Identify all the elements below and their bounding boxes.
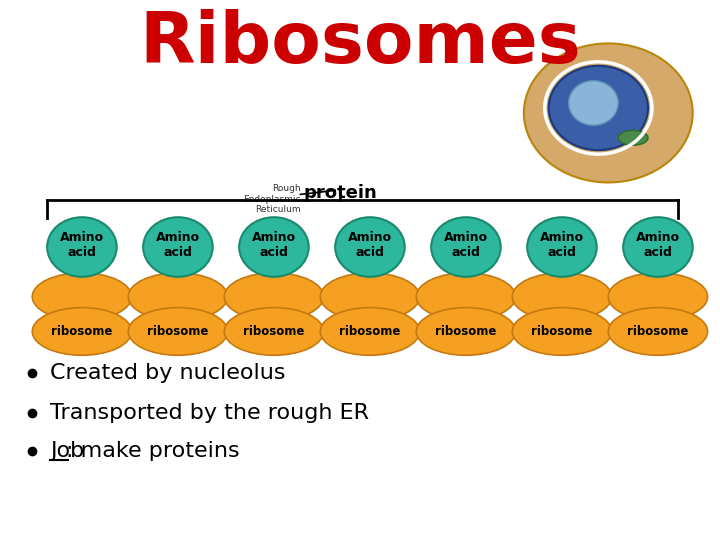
Text: Rough
Endoplasmic
Reticulum: Rough Endoplasmic Reticulum — [243, 185, 300, 214]
Ellipse shape — [513, 308, 611, 355]
Ellipse shape — [239, 217, 309, 277]
Text: : make proteins: : make proteins — [66, 441, 240, 461]
Text: Created by nucleolus: Created by nucleolus — [50, 363, 286, 383]
Ellipse shape — [527, 217, 597, 277]
Ellipse shape — [608, 273, 708, 321]
Ellipse shape — [32, 308, 132, 355]
Ellipse shape — [513, 273, 611, 321]
Ellipse shape — [431, 217, 500, 277]
Text: ribosome: ribosome — [436, 325, 497, 338]
Text: Amino
acid: Amino acid — [348, 231, 392, 259]
Text: Amino
acid: Amino acid — [636, 231, 680, 259]
Text: Transported by the rough ER: Transported by the rough ER — [50, 403, 369, 423]
Ellipse shape — [224, 273, 323, 321]
Text: ribosome: ribosome — [51, 325, 112, 338]
Text: ribosome: ribosome — [243, 325, 305, 338]
Ellipse shape — [624, 217, 693, 277]
Ellipse shape — [224, 308, 323, 355]
Text: ribosome: ribosome — [339, 325, 400, 338]
Ellipse shape — [524, 43, 693, 183]
Ellipse shape — [416, 273, 516, 321]
Text: protein: protein — [303, 185, 377, 202]
Ellipse shape — [416, 308, 516, 355]
Text: ribosome: ribosome — [531, 325, 593, 338]
Text: Job: Job — [50, 441, 84, 461]
Text: Ribosomes: Ribosomes — [139, 9, 581, 78]
Ellipse shape — [47, 217, 117, 277]
Ellipse shape — [320, 308, 420, 355]
Ellipse shape — [143, 217, 212, 277]
Text: ribosome: ribosome — [627, 325, 688, 338]
Ellipse shape — [128, 308, 228, 355]
Ellipse shape — [32, 273, 132, 321]
Text: Amino
acid: Amino acid — [444, 231, 488, 259]
Ellipse shape — [618, 130, 648, 145]
Text: Amino
acid: Amino acid — [156, 231, 200, 259]
Ellipse shape — [336, 217, 405, 277]
Text: Amino
acid: Amino acid — [540, 231, 584, 259]
Ellipse shape — [128, 273, 228, 321]
Ellipse shape — [608, 308, 708, 355]
Ellipse shape — [569, 80, 618, 125]
Text: Amino
acid: Amino acid — [252, 231, 296, 259]
Text: ribosome: ribosome — [147, 325, 209, 338]
Text: Amino
acid: Amino acid — [60, 231, 104, 259]
Ellipse shape — [549, 66, 648, 150]
Ellipse shape — [320, 273, 420, 321]
